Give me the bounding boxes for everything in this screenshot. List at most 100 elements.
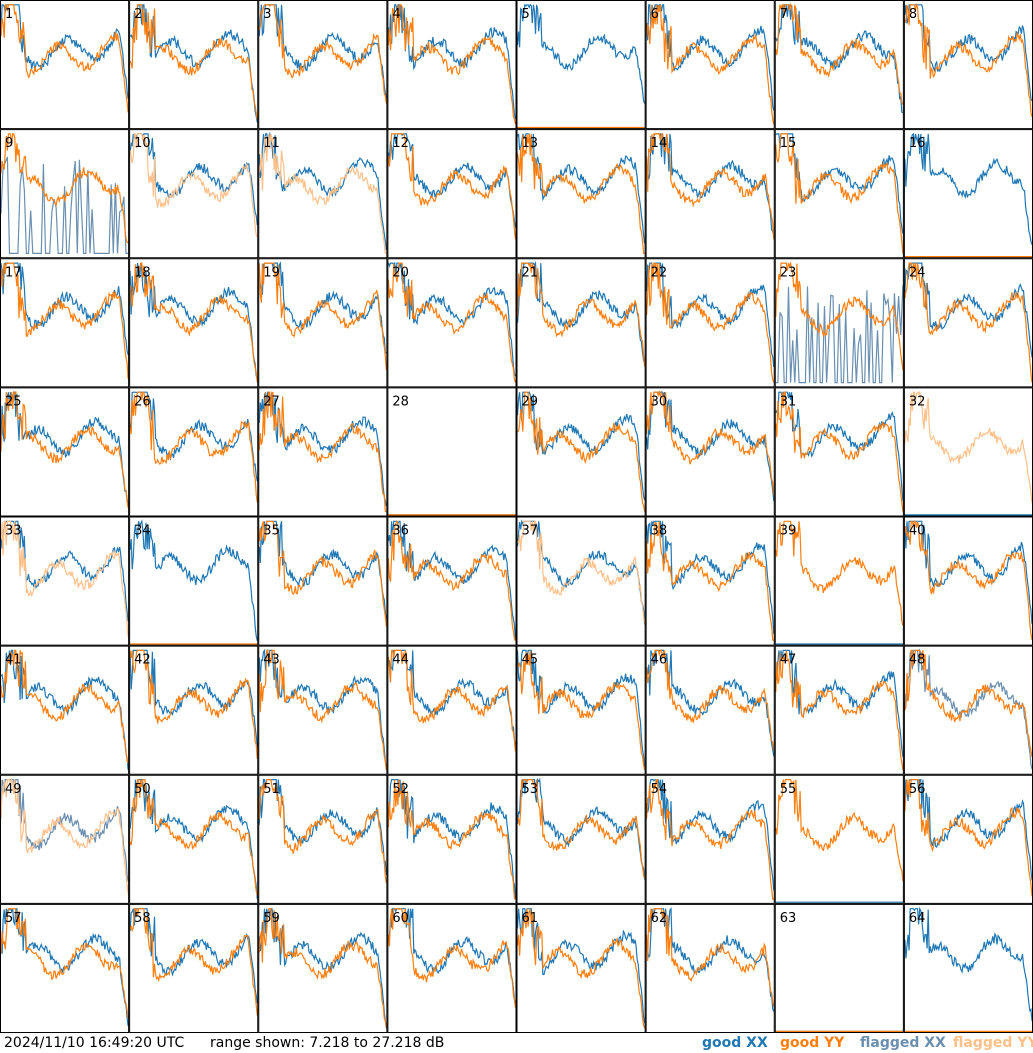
panel-border — [387, 0, 517, 130]
panel-border — [258, 774, 388, 904]
panel-border — [516, 258, 646, 388]
panel-52: 52 — [387, 774, 517, 904]
trace-yy — [258, 391, 387, 513]
panel-label: 45 — [522, 653, 539, 668]
panel-label: 14 — [651, 136, 668, 151]
panel-border — [516, 774, 646, 904]
panel-border — [129, 387, 259, 517]
panel-62: 62 — [645, 903, 775, 1033]
panel-13: 13 — [516, 129, 646, 259]
trace-yy — [646, 521, 775, 642]
trace-xx — [775, 649, 904, 758]
trace-yy — [775, 260, 904, 371]
panel-label: 58 — [134, 911, 151, 926]
trace-yy — [129, 391, 258, 503]
trace-xx — [129, 4, 258, 123]
trace-yy — [646, 649, 775, 751]
panel-label: 37 — [522, 524, 539, 539]
panel-label: 57 — [5, 911, 22, 926]
panel-39: 39 — [774, 516, 904, 646]
trace-yy — [258, 778, 387, 884]
panel-label: 10 — [134, 136, 151, 151]
trace-yy — [775, 2, 904, 105]
panel-4: 4 — [387, 0, 517, 130]
panel-label: 22 — [651, 265, 668, 280]
trace-xx — [646, 907, 775, 1012]
trace-yy — [517, 520, 646, 624]
trace-xx — [775, 284, 904, 384]
panel-border — [129, 0, 259, 130]
trace-yy — [129, 907, 258, 1016]
trace-yy — [129, 778, 258, 896]
trace-yy — [775, 778, 904, 881]
panel-border — [774, 645, 904, 775]
legend-good-yy: good YY — [780, 1035, 845, 1051]
panel-border — [0, 387, 130, 517]
panel-label: 55 — [780, 782, 797, 797]
trace-xx — [904, 132, 1033, 245]
trace-yy — [129, 133, 258, 238]
panel-label: 15 — [780, 136, 797, 151]
panel-border — [774, 516, 904, 646]
panel-15: 15 — [774, 129, 904, 259]
panel-border — [129, 903, 259, 1033]
panel-border — [774, 903, 904, 1033]
timestamp: 2024/11/10 16:49:20 UTC — [4, 1035, 185, 1051]
panel-18: 18 — [129, 258, 259, 388]
panel-label: 41 — [5, 653, 22, 668]
panel-33: 33 — [0, 516, 130, 646]
panel-label: 56 — [909, 782, 926, 797]
panel-11: 11 — [258, 129, 388, 259]
trace-xx — [129, 262, 258, 379]
trace-xx — [0, 778, 129, 882]
trace-yy — [904, 520, 1033, 640]
trace-yy — [0, 777, 129, 894]
panel-20: 20 — [387, 258, 517, 388]
trace-xx — [258, 648, 387, 770]
panel-label: 62 — [651, 911, 668, 926]
trace-xx — [387, 778, 517, 899]
panel-60: 60 — [387, 903, 517, 1033]
panel-label: 26 — [134, 394, 151, 409]
panel-53: 53 — [516, 774, 646, 904]
trace-yy — [258, 133, 387, 254]
trace-xx — [904, 778, 1033, 881]
trace-yy — [387, 4, 517, 125]
trace-xx — [0, 4, 129, 99]
trace-yy — [904, 262, 1033, 383]
trace-yy — [775, 391, 904, 512]
panel-border — [645, 258, 775, 388]
trace-yy — [646, 262, 775, 383]
panel-45: 45 — [516, 645, 646, 775]
panel-19: 19 — [258, 258, 388, 388]
trace-xx — [0, 262, 129, 356]
panel-label: 34 — [134, 524, 151, 539]
trace-yy — [0, 390, 129, 508]
panel-border — [645, 774, 775, 904]
trace-xx — [387, 261, 517, 377]
panel-28: 28 — [387, 387, 517, 517]
panel-label: 6 — [651, 7, 659, 22]
panel-label: 63 — [780, 911, 797, 926]
panel-31: 31 — [774, 387, 904, 517]
trace-xx — [258, 520, 387, 620]
panel-label: 52 — [392, 782, 409, 797]
trace-yy — [646, 778, 774, 900]
panel-border — [258, 387, 388, 517]
panel-10: 10 — [129, 129, 259, 259]
panel-label: 30 — [651, 394, 668, 409]
panel-border — [0, 645, 130, 775]
panel-36: 36 — [387, 516, 517, 646]
trace-yy — [646, 133, 775, 240]
panel-label: 59 — [263, 911, 280, 926]
panel-border — [0, 903, 130, 1033]
trace-yy — [387, 908, 517, 1008]
panel-label: 61 — [522, 911, 539, 926]
panel-30: 30 — [645, 387, 775, 517]
panel-border — [258, 645, 388, 775]
panel-border — [516, 903, 646, 1033]
panel-38: 38 — [645, 516, 775, 646]
panel-26: 26 — [129, 387, 259, 517]
panel-61: 61 — [516, 903, 646, 1033]
trace-yy — [0, 520, 129, 638]
